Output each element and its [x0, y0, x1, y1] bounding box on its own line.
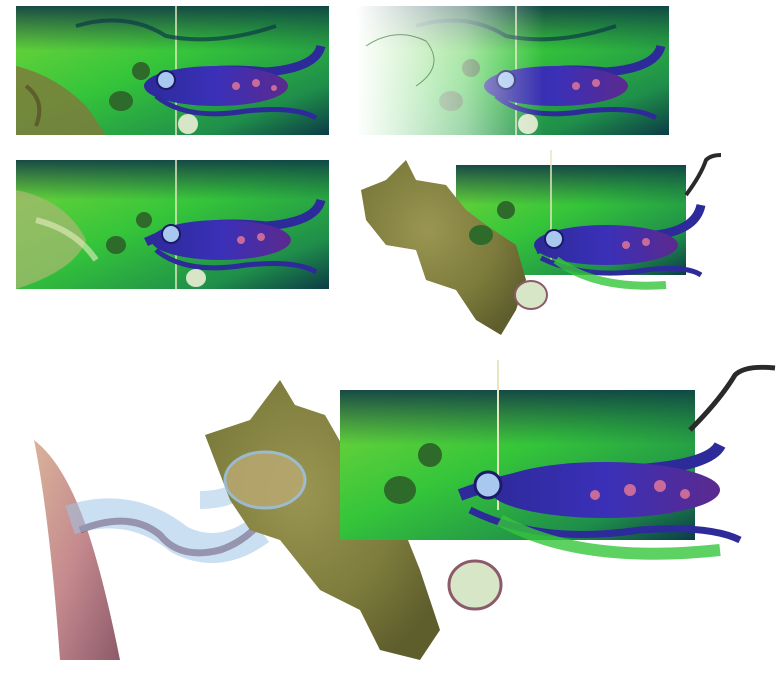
scene-panel-variant	[16, 160, 329, 289]
final-composite	[20, 360, 780, 678]
scene-panel-faded	[356, 6, 669, 135]
scene-panel-full	[16, 6, 329, 135]
cutout-panel-land	[356, 150, 736, 340]
